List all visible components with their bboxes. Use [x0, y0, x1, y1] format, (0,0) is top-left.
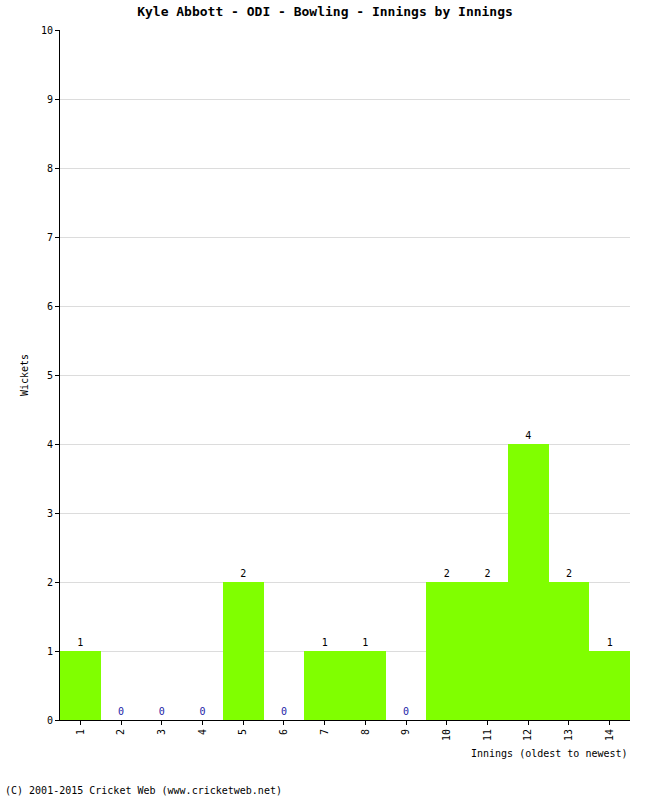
svg-text:10: 10 — [41, 25, 53, 36]
svg-text:3: 3 — [156, 729, 167, 735]
svg-text:14: 14 — [604, 729, 615, 741]
svg-text:Innings (oldest to newest): Innings (oldest to newest) — [471, 748, 628, 759]
svg-text:8: 8 — [47, 163, 53, 174]
svg-text:1: 1 — [75, 729, 86, 735]
svg-text:1: 1 — [77, 637, 83, 648]
svg-text:Wickets: Wickets — [19, 354, 30, 396]
svg-text:(C) 2001-2015 Cricket Web (www: (C) 2001-2015 Cricket Web (www.cricketwe… — [5, 785, 282, 796]
svg-text:1: 1 — [47, 646, 53, 657]
svg-text:0: 0 — [199, 706, 205, 717]
svg-text:9: 9 — [400, 729, 411, 735]
svg-text:1: 1 — [322, 637, 328, 648]
svg-text:11: 11 — [482, 729, 493, 741]
svg-text:0: 0 — [403, 706, 409, 717]
svg-text:3: 3 — [47, 508, 53, 519]
svg-text:1: 1 — [607, 637, 613, 648]
svg-text:2: 2 — [484, 568, 490, 579]
svg-text:10: 10 — [441, 729, 452, 741]
svg-text:0: 0 — [159, 706, 165, 717]
svg-text:2: 2 — [444, 568, 450, 579]
svg-text:2: 2 — [566, 568, 572, 579]
svg-text:6: 6 — [47, 301, 53, 312]
svg-text:7: 7 — [47, 232, 53, 243]
svg-text:4: 4 — [525, 430, 531, 441]
svg-text:5: 5 — [47, 370, 53, 381]
svg-text:1: 1 — [362, 637, 368, 648]
svg-text:4: 4 — [197, 729, 208, 735]
svg-text:2: 2 — [115, 729, 126, 735]
svg-text:Kyle Abbott - ODI - Bowling -: Kyle Abbott - ODI - Bowling - Innings by… — [137, 4, 513, 19]
svg-text:0: 0 — [47, 715, 53, 726]
svg-text:0: 0 — [118, 706, 124, 717]
svg-text:2: 2 — [240, 568, 246, 579]
svg-text:12: 12 — [522, 729, 533, 741]
svg-text:4: 4 — [47, 439, 53, 450]
svg-text:7: 7 — [319, 729, 330, 735]
svg-text:5: 5 — [237, 729, 248, 735]
svg-text:9: 9 — [47, 94, 53, 105]
svg-text:6: 6 — [278, 729, 289, 735]
svg-text:13: 13 — [563, 729, 574, 741]
svg-text:2: 2 — [47, 577, 53, 588]
svg-text:0: 0 — [281, 706, 287, 717]
svg-text:8: 8 — [360, 729, 371, 735]
